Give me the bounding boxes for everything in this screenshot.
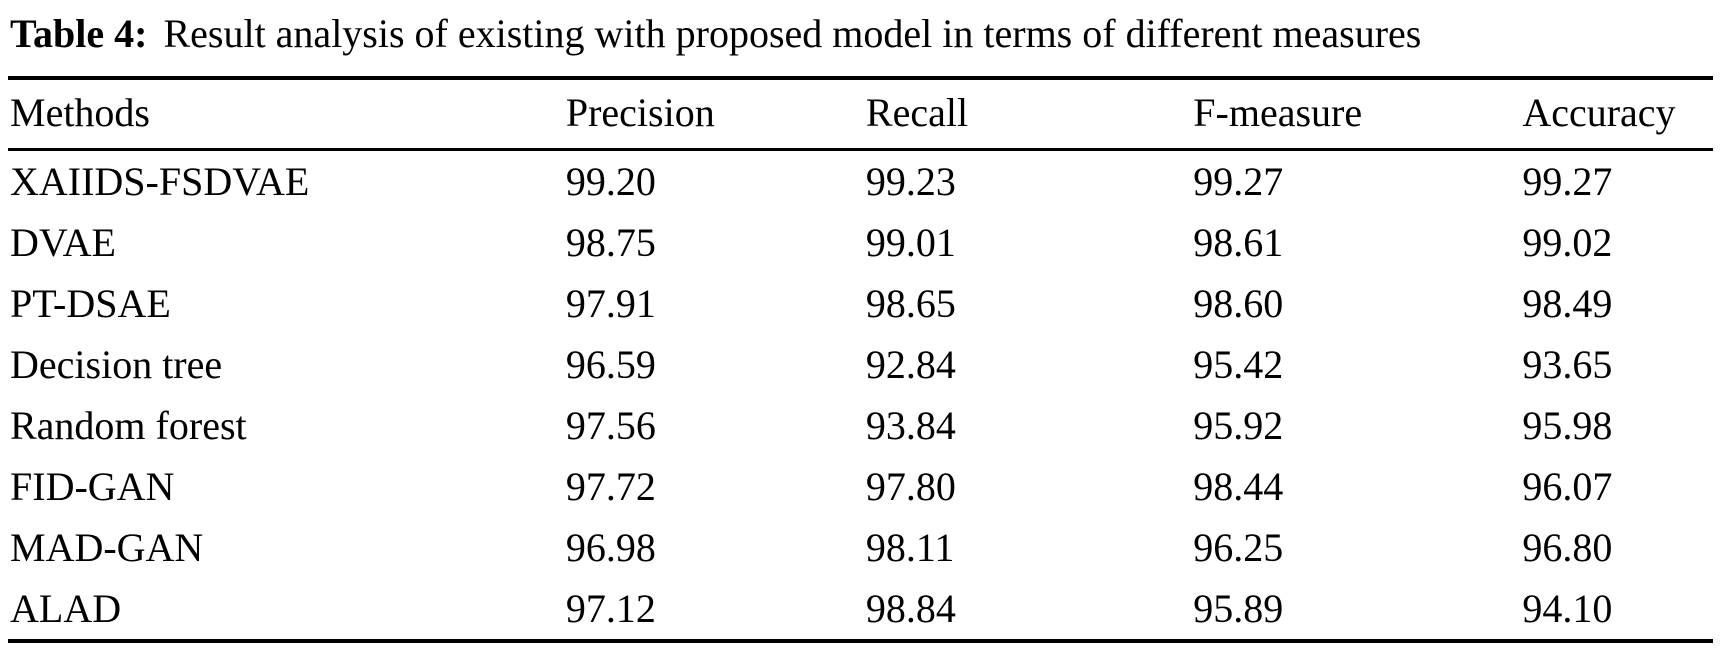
column-header-f-measure: F-measure [1191, 78, 1521, 151]
cell-recall: 98.84 [865, 586, 956, 631]
table-row: Random forest 97.56 93.84 95.92 95.98 [8, 395, 1713, 456]
cell-f-measure: 95.89 [1193, 586, 1284, 631]
cell-precision: 97.12 [565, 586, 656, 631]
table-row: PT-DSAE 97.91 98.65 98.60 98.49 [8, 273, 1713, 334]
table-row: Decision tree 96.59 92.84 95.42 93.65 [8, 334, 1713, 395]
cell-precision: 97.72 [565, 464, 656, 509]
cell-precision: 97.56 [565, 403, 656, 448]
cell-accuracy: 93.65 [1522, 342, 1613, 387]
cell-precision: 97.91 [565, 281, 656, 326]
column-header-precision: Precision [563, 78, 864, 151]
column-header-methods: Methods [8, 78, 564, 151]
cell-method: Decision tree [10, 342, 223, 387]
results-table: Methods Precision Recall F-measure Accur… [8, 76, 1713, 643]
cell-method: MAD-GAN [10, 525, 204, 570]
cell-f-measure: 95.92 [1193, 403, 1284, 448]
table-row: FID-GAN 97.72 97.80 98.44 96.07 [8, 456, 1713, 517]
cell-recall: 99.01 [865, 220, 956, 265]
cell-recall: 98.11 [865, 525, 955, 570]
cell-accuracy: 94.10 [1522, 586, 1613, 631]
table-row: MAD-GAN 96.98 98.11 96.25 96.80 [8, 517, 1713, 578]
cell-f-measure: 99.27 [1193, 159, 1284, 204]
cell-recall: 99.23 [865, 159, 956, 204]
cell-accuracy: 99.27 [1522, 159, 1613, 204]
paper-table-figure: Table 4: Result analysis of existing with… [8, 0, 1713, 643]
table-row: XAIIDS-FSDVAE 99.20 99.23 99.27 99.27 [8, 150, 1713, 213]
cell-method: PT-DSAE [10, 281, 171, 326]
cell-f-measure: 98.61 [1193, 220, 1284, 265]
cell-precision: 98.75 [565, 220, 656, 265]
table-caption-text: Result analysis of existing with propose… [163, 11, 1422, 56]
cell-f-measure: 98.44 [1193, 464, 1284, 509]
cell-accuracy: 95.98 [1522, 403, 1613, 448]
cell-precision: 96.98 [565, 525, 656, 570]
cell-recall: 98.65 [865, 281, 956, 326]
table-caption-label: Table 4: [10, 11, 148, 56]
cell-method: ALAD [10, 586, 122, 631]
table-caption: Table 4: Result analysis of existing with… [8, 6, 1713, 76]
header-row: Methods Precision Recall F-measure Accur… [8, 78, 1713, 151]
cell-method: XAIIDS-FSDVAE [10, 159, 310, 204]
cell-f-measure: 96.25 [1193, 525, 1284, 570]
cell-method: FID-GAN [10, 464, 175, 509]
table-body: XAIIDS-FSDVAE 99.20 99.23 99.27 99.27 DVAE 98.… [8, 150, 1713, 642]
cell-method: DVAE [10, 220, 116, 265]
cell-accuracy: 96.80 [1522, 525, 1613, 570]
column-header-recall: Recall [863, 78, 1192, 151]
cell-recall: 93.84 [865, 403, 956, 448]
table-row: ALAD 97.12 98.84 95.89 94.10 [8, 578, 1713, 641]
table-row: DVAE 98.75 99.01 98.61 99.02 [8, 212, 1713, 273]
cell-accuracy: 99.02 [1522, 220, 1613, 265]
cell-accuracy: 96.07 [1522, 464, 1613, 509]
cell-precision: 99.20 [565, 159, 656, 204]
column-header-accuracy: Accuracy [1520, 78, 1713, 151]
cell-recall: 92.84 [865, 342, 956, 387]
cell-method: Random forest [10, 403, 247, 448]
cell-f-measure: 95.42 [1193, 342, 1284, 387]
cell-precision: 96.59 [565, 342, 656, 387]
cell-recall: 97.80 [865, 464, 956, 509]
cell-f-measure: 98.60 [1193, 281, 1284, 326]
cell-accuracy: 98.49 [1522, 281, 1613, 326]
